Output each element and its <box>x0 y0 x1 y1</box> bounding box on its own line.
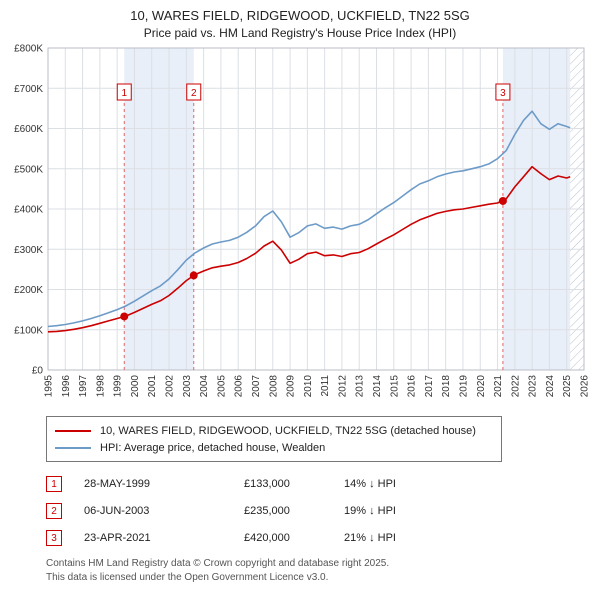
legend-label-property: 10, WARES FIELD, RIDGEWOOD, UCKFIELD, TN… <box>100 424 476 437</box>
svg-text:1997: 1997 <box>78 375 89 398</box>
license-footer: Contains HM Land Registry data © Crown c… <box>46 557 600 584</box>
svg-text:£600K: £600K <box>14 124 43 135</box>
transaction-date: 28-MAY-1999 <box>84 478 151 490</box>
svg-text:2019: 2019 <box>458 375 469 398</box>
svg-text:2014: 2014 <box>372 375 383 398</box>
svg-text:£500K: £500K <box>14 164 43 175</box>
page-subtitle: Price paid vs. HM Land Registry's House … <box>143 26 457 40</box>
svg-text:2021: 2021 <box>493 375 504 398</box>
svg-text:£200K: £200K <box>14 285 43 296</box>
svg-text:1995: 1995 <box>44 375 55 398</box>
svg-text:2020: 2020 <box>476 375 487 398</box>
transaction-hpi-diff: 21% ↓ HPI <box>344 532 396 544</box>
svg-text:2000: 2000 <box>130 375 141 398</box>
svg-text:1996: 1996 <box>61 375 72 398</box>
transaction-date: 06-JUN-2003 <box>84 505 150 517</box>
footer-line-1: Contains HM Land Registry data © Crown c… <box>46 558 390 569</box>
svg-text:1: 1 <box>121 88 127 99</box>
legend-swatch-hpi <box>55 446 91 449</box>
transaction-price: £235,000 <box>244 505 290 517</box>
transaction-hpi-diff: 19% ↓ HPI <box>344 505 396 517</box>
svg-text:2012: 2012 <box>337 375 348 398</box>
svg-text:£400K: £400K <box>14 205 43 216</box>
svg-text:2010: 2010 <box>303 375 314 398</box>
transaction-number-box: 1 <box>46 476 62 492</box>
legend-swatch-property <box>55 429 91 432</box>
svg-text:2004: 2004 <box>199 375 210 398</box>
svg-text:2009: 2009 <box>286 375 297 398</box>
svg-text:1999: 1999 <box>113 375 124 398</box>
svg-text:2025: 2025 <box>562 375 573 398</box>
svg-text:£800K: £800K <box>14 44 43 55</box>
transaction-price: £133,000 <box>244 478 290 490</box>
svg-text:£700K: £700K <box>14 84 43 95</box>
svg-text:2: 2 <box>191 88 197 99</box>
svg-text:2018: 2018 <box>441 375 452 398</box>
svg-text:2006: 2006 <box>234 375 245 398</box>
transactions-table: 1 28-MAY-1999 £133,000 14% ↓ HPI 2 06-JU… <box>46 476 600 546</box>
svg-text:2022: 2022 <box>510 375 521 398</box>
price-chart: 1 2 3 £0 £100K £200K £300K £400K £500K £600K £700K… <box>14 44 591 398</box>
svg-text:2003: 2003 <box>182 375 193 398</box>
legend-item-hpi: HPI: Average price, detached house, Weal… <box>55 439 493 456</box>
chart-legend: 10, WARES FIELD, RIDGEWOOD, UCKFIELD, TN… <box>46 416 502 462</box>
svg-text:£100K: £100K <box>14 325 43 336</box>
transaction-row-3: 3 23-APR-2021 £420,000 21% ↓ HPI <box>46 530 600 546</box>
svg-text:2007: 2007 <box>251 375 262 398</box>
legend-label-hpi: HPI: Average price, detached house, Weal… <box>100 441 326 454</box>
transaction-number-box: 3 <box>46 530 62 546</box>
svg-text:2026: 2026 <box>580 375 591 398</box>
svg-text:2017: 2017 <box>424 375 435 398</box>
svg-text:1998: 1998 <box>95 375 106 398</box>
footer-line-2: This data is licensed under the Open Gov… <box>46 571 329 583</box>
svg-text:2023: 2023 <box>528 375 539 398</box>
svg-text:2005: 2005 <box>216 375 227 398</box>
page-title: 10, WARES FIELD, RIDGEWOOD, UCKFIELD, TN… <box>130 8 470 23</box>
svg-text:2002: 2002 <box>165 375 176 398</box>
svg-text:2024: 2024 <box>545 375 556 398</box>
transaction-price: £420,000 <box>244 532 290 544</box>
transaction-row-1: 1 28-MAY-1999 £133,000 14% ↓ HPI <box>46 476 600 492</box>
svg-text:£0: £0 <box>32 366 44 377</box>
transaction-date: 23-APR-2021 <box>84 532 151 544</box>
svg-text:2011: 2011 <box>320 375 331 397</box>
transaction-row-2: 2 06-JUN-2003 £235,000 19% ↓ HPI <box>46 503 600 519</box>
transaction-number-box: 2 <box>46 503 62 519</box>
svg-text:2015: 2015 <box>389 375 400 398</box>
svg-text:3: 3 <box>500 88 506 99</box>
svg-text:2001: 2001 <box>147 375 158 398</box>
svg-text:£300K: £300K <box>14 245 43 256</box>
svg-text:2016: 2016 <box>407 375 418 398</box>
svg-text:2008: 2008 <box>268 375 279 398</box>
svg-text:2013: 2013 <box>355 375 366 398</box>
transaction-hpi-diff: 14% ↓ HPI <box>344 478 396 490</box>
legend-item-property: 10, WARES FIELD, RIDGEWOOD, UCKFIELD, TN… <box>55 422 493 439</box>
